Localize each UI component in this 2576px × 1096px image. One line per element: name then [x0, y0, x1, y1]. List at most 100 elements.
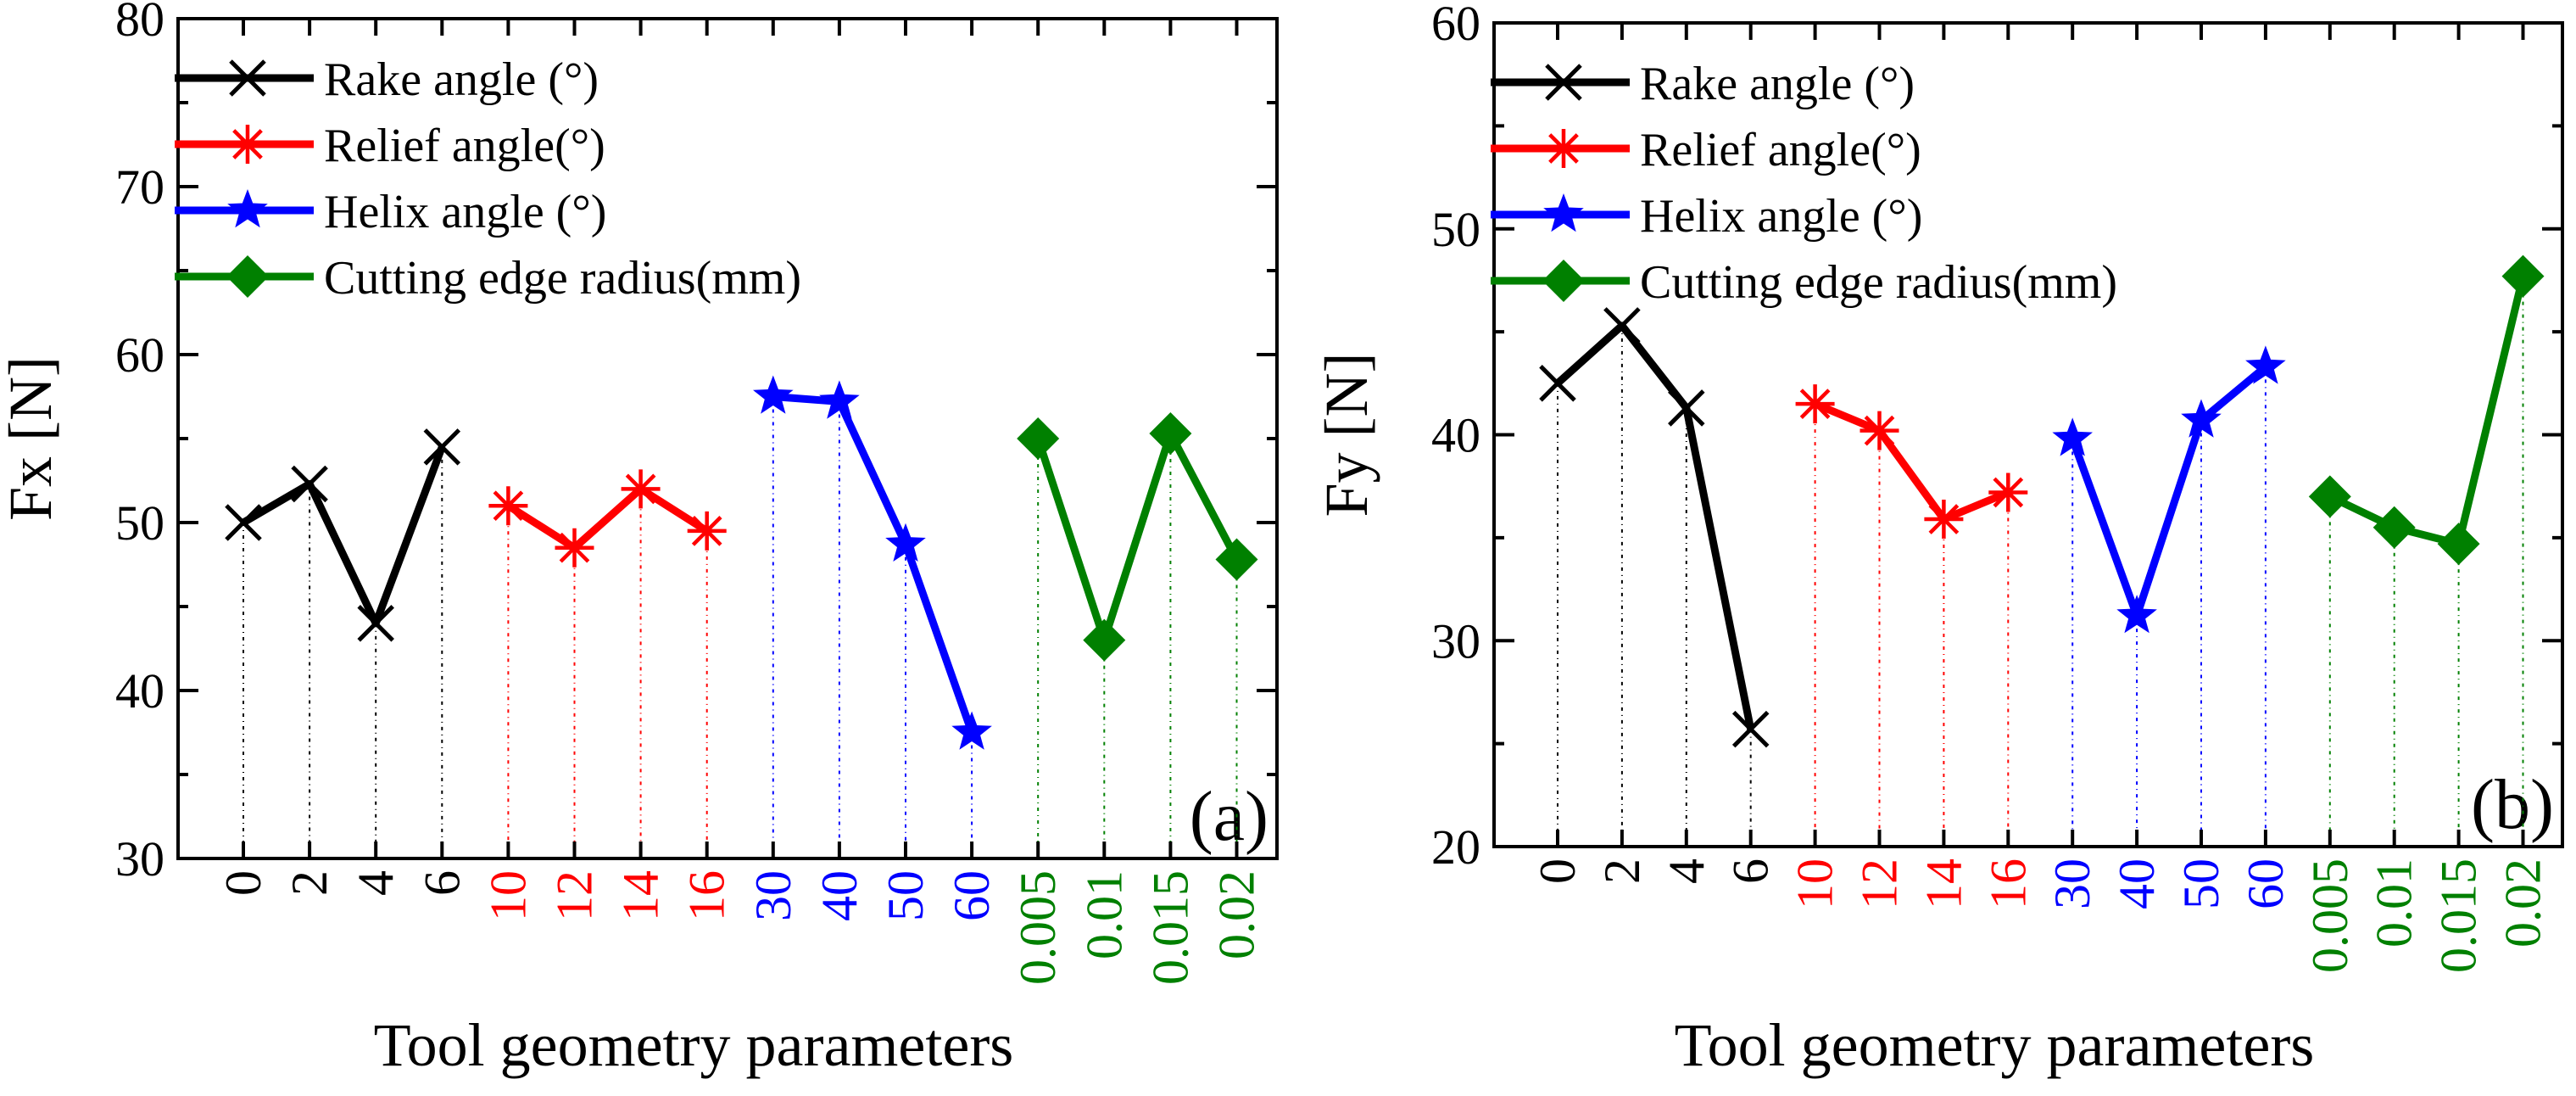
data-point — [2372, 506, 2416, 549]
legend-marker — [1544, 129, 1583, 168]
data-point — [225, 504, 262, 541]
series-2: 30 40 50 60 — [2044, 23, 2294, 909]
data-point — [1603, 307, 1641, 344]
data-point — [1083, 618, 1126, 662]
data-point — [621, 469, 661, 509]
legend-label: Relief angle(°) — [1640, 124, 1921, 176]
series-line — [2328, 275, 2527, 548]
series-3: 0.005 0.01 0.015 0.02 — [1010, 19, 1265, 985]
data-point — [1215, 538, 1258, 581]
y-axis: 30 40 50 60 70 80 — [115, 0, 1277, 886]
legend-label: Cutting edge radius(mm) — [1640, 256, 2117, 309]
series-line — [1554, 322, 1755, 730]
data-point — [1539, 365, 1576, 402]
x-tick-label: 0.01 — [2367, 858, 2423, 948]
data-point — [1795, 384, 1835, 424]
legend-entry: Cutting edge radius(mm) — [175, 252, 801, 305]
legend-entry: Helix angle (°) — [1491, 190, 1922, 243]
x-tick-label: 0.005 — [2302, 858, 2358, 973]
data-point — [423, 428, 461, 466]
x-tick-label: 0 — [1530, 858, 1586, 884]
legend-entry: Rake angle (°) — [1491, 58, 1915, 110]
data-point — [1731, 710, 1770, 748]
y-tick-label: 40 — [115, 663, 164, 719]
legend-entry: Relief angle(°) — [175, 120, 605, 172]
x-tick-label: 50 — [878, 870, 934, 921]
series-1: 10 12 14 16 — [480, 19, 735, 921]
x-tick-label: 14 — [1915, 858, 1971, 909]
y-tick-label: 80 — [115, 0, 164, 47]
y-tick-label: 20 — [1431, 819, 1480, 875]
legend-marker — [1545, 64, 1582, 101]
x-tick-label: 60 — [2238, 858, 2294, 909]
legend-marker — [229, 59, 266, 97]
legend-marker — [1542, 260, 1585, 302]
legend-entry: Relief angle(°) — [1491, 124, 1921, 176]
x-tick-label: 6 — [1723, 858, 1779, 884]
y-tick-label: 30 — [115, 831, 164, 886]
data-point — [819, 380, 860, 419]
legend-marker — [1543, 193, 1584, 232]
x-tick-label: 4 — [1659, 858, 1715, 884]
series-line — [241, 445, 446, 628]
x-tick-label: 4 — [348, 870, 404, 896]
x-tick-label: 12 — [1852, 858, 1908, 909]
data-point — [885, 523, 926, 562]
x-tick-label: 16 — [1980, 858, 2036, 909]
panel-label: (b) — [2471, 765, 2554, 844]
x-tick-label: 0 — [215, 870, 271, 896]
legend-entry: Helix angle (°) — [175, 186, 606, 238]
series-line — [1813, 400, 2010, 523]
y-axis: 20 30 40 50 60 — [1431, 0, 2562, 875]
series-2: 30 40 50 60 — [745, 19, 1000, 921]
data-point — [2181, 399, 2222, 438]
legend-label: Relief angle(°) — [324, 120, 605, 172]
data-point — [2052, 417, 2093, 456]
legend: Rake angle (°) Relief angle(°) Helix angle… — [1491, 58, 2117, 309]
data-point — [1988, 473, 2028, 512]
y-axis-label: Fy [N] — [1313, 353, 1380, 517]
series-line — [1034, 429, 1241, 645]
legend-label: Rake angle (°) — [324, 53, 599, 106]
x-tick-label: 10 — [1787, 858, 1843, 909]
x-tick-label: 30 — [745, 870, 801, 921]
legend-label: Cutting edge radius(mm) — [324, 252, 801, 305]
series-line — [772, 393, 976, 734]
legend-label: Rake angle (°) — [1640, 58, 1915, 110]
x-tick-label: 2 — [1594, 858, 1650, 884]
series-3: 0.005 0.01 0.015 0.02 — [2302, 23, 2551, 973]
y-tick-label: 40 — [1431, 408, 1480, 463]
data-point — [1668, 389, 1705, 427]
x-tick-label: 0.02 — [1209, 870, 1265, 959]
x-tick-label: 40 — [811, 870, 867, 921]
series-1: 10 12 14 16 — [1787, 23, 2036, 909]
x-tick-label: 12 — [547, 870, 603, 921]
legend-marker — [227, 189, 268, 228]
legend-entry: Rake angle (°) — [175, 53, 599, 106]
y-tick-label: 30 — [1431, 613, 1480, 668]
legend-label: Helix angle (°) — [1640, 190, 1922, 243]
data-point — [357, 605, 394, 642]
data-point — [687, 511, 727, 551]
x-tick-label: 0.015 — [1142, 870, 1198, 985]
x-tick-label: 16 — [679, 870, 735, 921]
legend-marker — [228, 125, 267, 164]
legend-label: Helix angle (°) — [324, 186, 606, 238]
x-tick-label: 50 — [2173, 858, 2229, 909]
data-point — [2116, 595, 2157, 634]
legend-marker — [226, 255, 269, 298]
panel-label: (a) — [1190, 777, 1268, 856]
x-tick-label: 0.005 — [1010, 870, 1066, 985]
data-point — [488, 486, 528, 526]
data-point — [555, 528, 594, 568]
x-tick-label: 30 — [2044, 858, 2100, 909]
x-tick-label: 60 — [944, 870, 1000, 921]
x-axis-label: Tool geometry parameters — [1675, 1011, 2315, 1079]
legend: Rake angle (°) Relief angle(°) Helix angle… — [175, 53, 801, 305]
x-tick-label: 40 — [2109, 858, 2165, 909]
data-point — [1924, 500, 1964, 540]
data-point — [2501, 254, 2545, 298]
x-tick-label: 2 — [282, 870, 337, 896]
